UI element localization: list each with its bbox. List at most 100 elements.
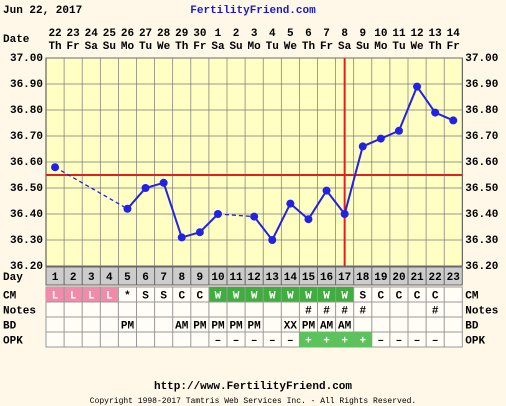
day-row	[45, 266, 463, 286]
y2-tick-label: 37.00	[465, 53, 498, 65]
weekday-label: Tu	[139, 41, 152, 53]
cell-highlight	[353, 332, 372, 347]
cell-text: L	[52, 290, 59, 302]
cell-text: #	[359, 305, 366, 317]
cell-text: AM	[320, 320, 334, 332]
weekday-label: Tu	[392, 41, 405, 53]
cell-text: +	[305, 335, 312, 347]
weekday-label: Sa	[85, 41, 99, 53]
cell-text: +	[323, 335, 330, 347]
weekday-label: Mo	[248, 41, 262, 53]
y2-tick-label: 36.40	[465, 209, 498, 221]
y-tick-label: 36.60	[10, 157, 43, 169]
y2-tick-label: 36.50	[465, 183, 498, 195]
cell-text: #	[323, 305, 330, 317]
cell-text: W	[287, 290, 294, 302]
cell-text: C	[378, 290, 385, 302]
x-tick-label: 4	[106, 272, 113, 284]
date-label: 27	[139, 28, 152, 40]
weekday-label: Mo	[374, 41, 388, 53]
cell-text: #	[341, 305, 348, 317]
weekday-label: We	[410, 41, 424, 53]
y2-tick-label: 36.70	[465, 131, 498, 143]
date-label: 14	[447, 28, 461, 40]
temperature-point	[195, 228, 204, 237]
temperature-point	[123, 204, 132, 213]
temperature-point	[213, 210, 222, 218]
x-tick-label: 10	[211, 272, 224, 284]
cell-text: W	[341, 290, 348, 302]
row-label: Notes	[3, 305, 36, 317]
y-tick-label: 36.30	[10, 235, 43, 247]
cell-text: –	[432, 335, 439, 347]
y-tick-label: 36.90	[10, 79, 43, 91]
weekday-label: Sa	[338, 41, 352, 53]
cell-text: W	[233, 290, 240, 302]
temperature-point	[268, 236, 277, 244]
x-tick-label: 18	[356, 272, 370, 284]
chart-date: Jun 22, 2017	[3, 5, 82, 17]
cell-text: AM	[175, 320, 189, 332]
cell-text: S	[142, 290, 149, 302]
date-label: 5	[287, 28, 294, 40]
cell-text: –	[251, 335, 258, 347]
weekday-label: Fr	[320, 41, 333, 53]
x-tick-label: 19	[374, 272, 387, 284]
cell-text: PM	[193, 320, 207, 332]
cell-highlight	[299, 332, 318, 347]
x-tick-label: 20	[392, 272, 405, 284]
cell-text: XX	[284, 320, 298, 332]
cell-text: –	[233, 335, 240, 347]
date-label: 7	[323, 28, 330, 40]
date-label: 13	[429, 28, 443, 40]
x-tick-label: 7	[160, 272, 167, 284]
cell-highlight	[245, 287, 264, 302]
cell-text: AM	[338, 320, 352, 332]
row-label-right: BD	[465, 320, 479, 332]
weekday-label: Mo	[121, 41, 135, 53]
cell-text: W	[269, 290, 276, 302]
x-tick-label: 12	[248, 272, 261, 284]
weekday-label: Sa	[211, 41, 225, 53]
cell-text: W	[323, 290, 330, 302]
y2-tick-label: 36.90	[465, 79, 498, 91]
cell-highlight	[335, 332, 354, 347]
cell-text: PM	[121, 320, 135, 332]
cell-text: #	[305, 305, 312, 317]
x-tick-label: 1	[52, 272, 59, 284]
cell-text: –	[378, 335, 385, 347]
weekday-label: We	[157, 41, 171, 53]
temperature-point	[413, 82, 422, 91]
cell-text: *	[124, 290, 131, 302]
weekday-label: Su	[229, 41, 242, 53]
cell-text: L	[106, 290, 113, 302]
temperature-point	[250, 212, 259, 221]
weekday-label: Th	[429, 41, 442, 53]
y2-tick-label: 36.80	[465, 105, 498, 117]
date-label: 6	[305, 28, 312, 40]
day-label: Day	[3, 272, 23, 284]
row-label: OPK	[3, 335, 23, 347]
y-tick-label: 36.70	[10, 131, 43, 143]
temperature-point	[431, 108, 440, 117]
weekday-label: Su	[356, 41, 369, 53]
x-tick-label: 6	[142, 272, 149, 284]
weekday-label: Fr	[193, 41, 206, 53]
cell-text: C	[432, 290, 439, 302]
cell-highlight	[227, 287, 246, 302]
temperature-point	[322, 186, 331, 195]
cell-text: +	[341, 335, 348, 347]
x-tick-label: 17	[338, 272, 351, 284]
date-label: 29	[175, 28, 188, 40]
cell-highlight	[281, 287, 300, 302]
weekday-label: Fr	[447, 41, 460, 53]
temperature-point	[159, 178, 168, 187]
row-label: CM	[3, 290, 17, 302]
date-label: 23	[67, 28, 81, 40]
temperature-point	[376, 134, 385, 143]
date-label: 25	[103, 28, 117, 40]
gap-connector	[217, 213, 255, 218]
cell-highlight	[64, 287, 83, 302]
y-tick-label: 37.00	[10, 53, 43, 65]
row-label-right: CM	[465, 290, 479, 302]
